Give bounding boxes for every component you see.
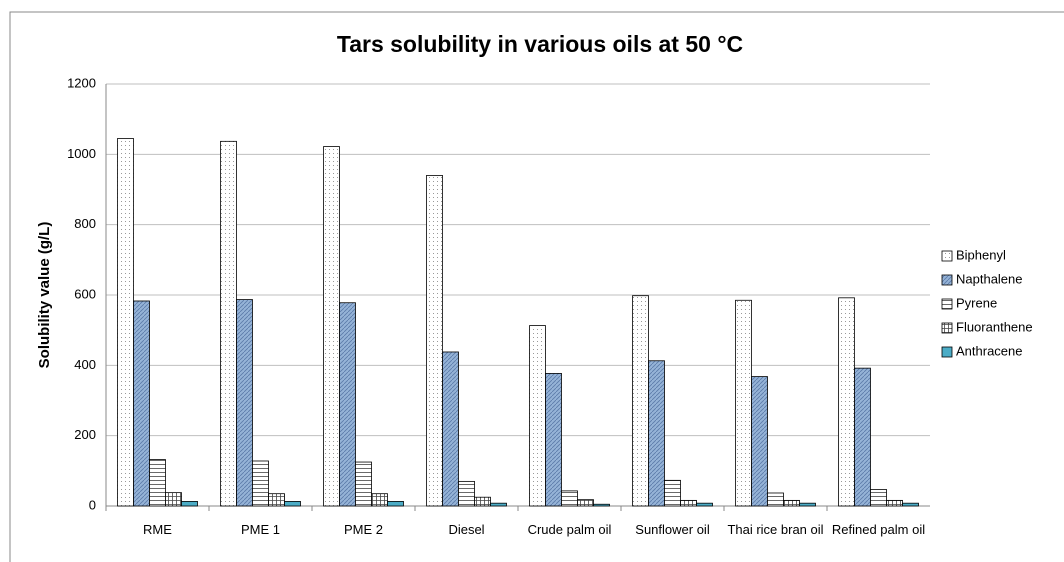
legend-swatch — [941, 346, 953, 358]
legend-swatch — [941, 298, 953, 310]
bar — [442, 351, 459, 507]
bar — [783, 499, 800, 507]
y-tick-label: 600 — [74, 286, 96, 301]
x-tick-label: Thai rice bran oil — [727, 522, 824, 537]
x-tick-label: RME — [143, 522, 172, 537]
x-tick-label: Diesel — [448, 522, 485, 537]
bar — [545, 373, 562, 507]
bar — [220, 140, 237, 507]
y-tick-label: 400 — [74, 357, 96, 372]
bar — [735, 299, 752, 507]
x-tick-label: PME 2 — [343, 522, 383, 537]
bar — [632, 295, 649, 507]
bar — [236, 299, 253, 507]
chart-title: Tars solubility in various oils at 50 °C — [337, 31, 743, 57]
legend-label: Anthracene — [956, 343, 1023, 358]
bar — [133, 300, 150, 507]
bar — [474, 496, 491, 507]
bar — [426, 175, 443, 507]
bar — [799, 502, 816, 507]
bar — [529, 325, 546, 507]
x-tick-label: PME 1 — [240, 522, 280, 537]
bar — [458, 480, 475, 507]
x-tick-label: Crude palm oil — [527, 522, 612, 537]
bar — [854, 367, 871, 507]
legend-label: Pyrene — [956, 295, 997, 310]
legend-swatch — [941, 274, 953, 286]
bar — [339, 302, 356, 507]
bar — [252, 460, 269, 507]
bar — [490, 502, 507, 507]
bar — [838, 297, 855, 507]
bar — [371, 493, 388, 507]
chart-border — [9, 11, 1064, 562]
y-tick-label: 1000 — [67, 146, 96, 161]
bar — [117, 138, 134, 507]
y-axis-label: Solubility value (g/L) — [36, 222, 53, 369]
bar — [751, 376, 768, 507]
legend-label: Biphenyl — [956, 247, 1006, 262]
bar — [886, 499, 903, 507]
legend-label: Fluoranthene — [956, 319, 1033, 334]
bar — [577, 499, 594, 507]
bar — [696, 502, 713, 507]
bar — [767, 492, 784, 507]
y-tick-label: 800 — [74, 216, 96, 231]
legend-swatch — [941, 250, 953, 262]
bar — [355, 461, 372, 507]
bar — [268, 493, 285, 507]
bar — [149, 459, 166, 507]
bar — [593, 503, 610, 507]
bar — [870, 489, 887, 507]
bar — [284, 501, 301, 507]
bar — [323, 146, 340, 507]
bar — [387, 501, 404, 507]
bar — [680, 499, 697, 507]
y-tick-label: 200 — [74, 427, 96, 442]
y-tick-label: 1200 — [67, 75, 96, 90]
y-tick-label: 0 — [89, 497, 96, 512]
bar — [664, 479, 681, 507]
bar — [902, 502, 919, 507]
bar — [648, 360, 665, 507]
bar — [561, 490, 578, 507]
bar — [165, 492, 182, 507]
bar — [181, 501, 198, 507]
legend-label: Napthalene — [956, 271, 1023, 286]
x-tick-label: Sunflower oil — [635, 522, 710, 537]
x-tick-label: Refined palm oil — [831, 522, 926, 537]
legend-swatch — [941, 322, 953, 334]
